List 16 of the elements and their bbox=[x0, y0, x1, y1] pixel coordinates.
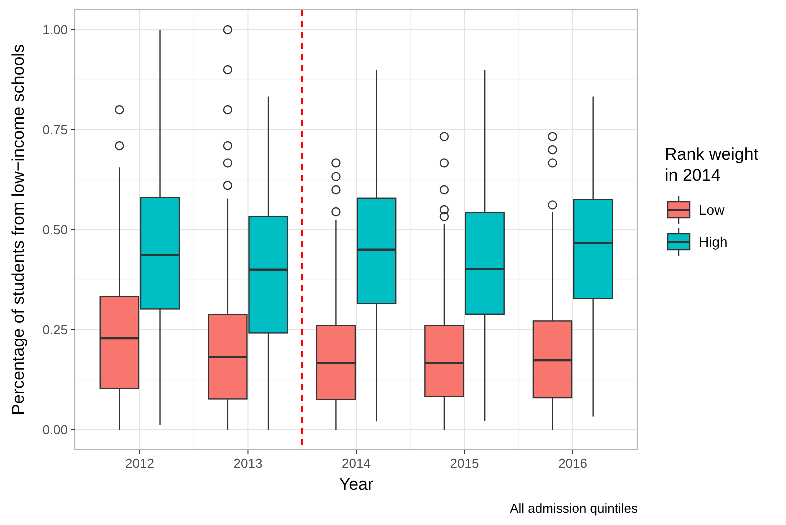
x-tick-label: 2016 bbox=[558, 456, 588, 471]
legend-label: Low bbox=[699, 202, 726, 218]
y-tick-label: 0.50 bbox=[42, 222, 68, 238]
legend-label: High bbox=[699, 234, 728, 250]
y-tick-label: 0.25 bbox=[42, 322, 68, 338]
y-axis-title: Percentage of students from low−income schools bbox=[9, 44, 28, 416]
x-tick-label: 2013 bbox=[234, 456, 263, 471]
x-tick-label: 2014 bbox=[342, 456, 371, 471]
y-tick-label: 1.00 bbox=[42, 22, 68, 38]
x-tick-label: 2012 bbox=[126, 456, 154, 471]
x-tick-label: 2015 bbox=[450, 456, 480, 471]
x-axis-title: Year bbox=[339, 475, 374, 494]
text: All admission quintiles bbox=[510, 501, 638, 516]
y-tick-label: 0.75 bbox=[42, 122, 68, 138]
legend-title: Rank weight in 2014 bbox=[665, 145, 759, 185]
y-tick-label: 0.00 bbox=[42, 422, 68, 438]
